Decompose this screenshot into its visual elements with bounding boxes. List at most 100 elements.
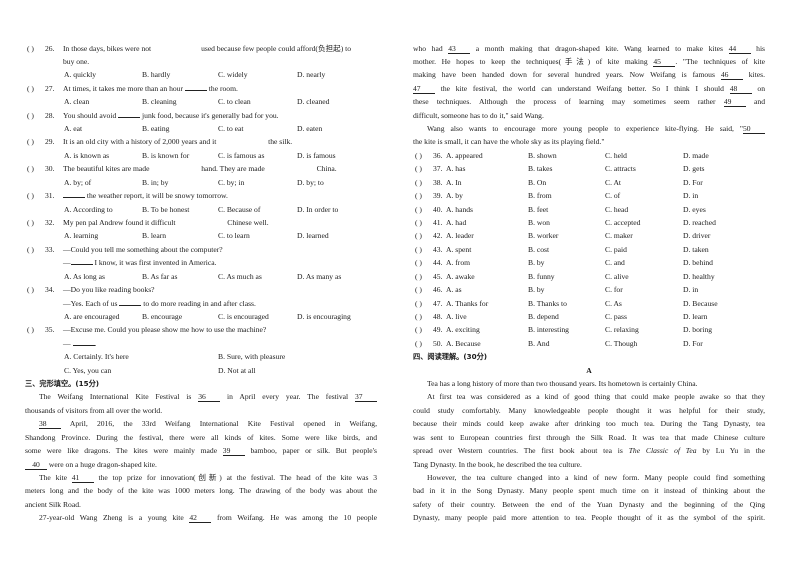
answer-blank[interactable]: 40 xyxy=(25,460,47,470)
answer-blank[interactable] xyxy=(70,264,93,266)
option-a[interactable]: A. In xyxy=(446,177,462,187)
answer-blank[interactable]: 37 xyxy=(355,392,377,403)
option-b[interactable]: B. is known for xyxy=(142,150,190,160)
option-c[interactable]: C. paid xyxy=(605,244,627,254)
option-a[interactable]: A. spent xyxy=(446,244,472,254)
answer-bracket[interactable]: ( ) xyxy=(415,150,422,160)
option-a[interactable]: A. hands xyxy=(446,204,473,214)
option-b[interactable]: B. shown xyxy=(528,150,557,160)
option-a[interactable]: A. clean xyxy=(64,97,90,107)
option-d[interactable]: D. in xyxy=(683,285,699,295)
answer-bracket[interactable]: ( ) xyxy=(27,325,34,335)
answer-bracket[interactable]: ( ) xyxy=(415,271,422,281)
answer-blank[interactable]: 42 xyxy=(189,513,212,524)
answer-bracket[interactable]: ( ) xyxy=(27,110,34,120)
option-a[interactable]: A. eat xyxy=(64,124,83,134)
answer-bracket[interactable]: ( ) xyxy=(415,285,422,295)
answer-bracket[interactable]: ( ) xyxy=(415,231,422,241)
answer-bracket[interactable]: ( ) xyxy=(415,191,422,201)
option-c[interactable]: C. Yes, you can xyxy=(64,365,112,375)
answer-bracket[interactable]: ( ) xyxy=(27,164,34,174)
option-a[interactable]: A. Certainly. It's here xyxy=(64,352,129,362)
option-d[interactable]: D. eyes xyxy=(683,204,706,214)
answer-bracket[interactable]: ( ) xyxy=(27,137,34,147)
option-a[interactable]: A. According to xyxy=(64,204,113,214)
option-b[interactable]: B. encourage xyxy=(142,311,183,321)
option-b[interactable]: B. by xyxy=(528,258,545,268)
option-d[interactable]: D. driver xyxy=(683,231,711,241)
option-a[interactable]: A. learning xyxy=(64,231,99,241)
option-b[interactable]: B. worker xyxy=(528,231,559,241)
option-d[interactable]: D. made xyxy=(683,150,709,160)
answer-bracket[interactable]: ( ) xyxy=(27,83,34,93)
option-c[interactable]: C. held xyxy=(605,150,627,160)
answer-bracket[interactable]: ( ) xyxy=(415,311,422,321)
option-a[interactable]: A. is known as xyxy=(64,150,110,160)
option-a[interactable]: A. live xyxy=(446,311,467,321)
answer-bracket[interactable]: ( ) xyxy=(415,244,422,254)
option-b[interactable]: B. by xyxy=(528,285,545,295)
option-a[interactable]: A. as xyxy=(446,285,462,295)
option-a[interactable]: A. are encouraged xyxy=(64,311,120,321)
option-a[interactable]: A. As long as xyxy=(64,271,105,281)
option-d[interactable]: D. is encouraging xyxy=(297,311,351,321)
answer-blank[interactable]: 44 xyxy=(728,44,751,54)
option-c[interactable]: C. is encouraged xyxy=(218,311,269,321)
option-c[interactable]: C. by; in xyxy=(218,177,245,187)
option-a[interactable]: A. appeared xyxy=(446,150,483,160)
option-a[interactable]: A. leader xyxy=(446,231,474,241)
option-a[interactable]: A. by xyxy=(446,191,463,201)
answer-bracket[interactable]: ( ) xyxy=(27,285,34,295)
answer-blank[interactable]: 41 xyxy=(71,473,94,483)
option-c[interactable]: C. attracts xyxy=(605,164,636,174)
option-b[interactable]: B. eating xyxy=(142,124,170,134)
option-a[interactable]: A. has xyxy=(446,164,466,174)
option-d[interactable]: D. in xyxy=(683,191,699,201)
option-b[interactable]: B. from xyxy=(528,191,552,201)
answer-blank[interactable] xyxy=(119,304,142,306)
answer-bracket[interactable]: ( ) xyxy=(415,298,422,308)
option-b[interactable]: B. As far as xyxy=(142,271,178,281)
answer-bracket[interactable]: ( ) xyxy=(27,191,34,201)
answer-bracket[interactable]: ( ) xyxy=(27,43,34,53)
option-b[interactable]: B. hardly xyxy=(142,70,171,80)
answer-bracket[interactable]: ( ) xyxy=(415,325,422,335)
answer-blank[interactable]: 45 xyxy=(653,57,676,67)
option-c[interactable]: C. pass xyxy=(605,311,627,321)
answer-blank[interactable] xyxy=(72,344,95,346)
option-b[interactable]: B. funny xyxy=(528,271,555,281)
option-b[interactable]: B. takes xyxy=(528,164,553,174)
option-c[interactable]: C. for xyxy=(605,285,623,295)
option-c[interactable]: C. to clean xyxy=(218,97,251,107)
option-b[interactable]: B. cost xyxy=(528,244,550,254)
option-c[interactable]: C. to eat xyxy=(218,124,244,134)
answer-bracket[interactable]: ( ) xyxy=(415,217,422,227)
option-d[interactable]: D. cleaned xyxy=(297,97,330,107)
option-c[interactable]: C. head xyxy=(605,204,629,214)
option-d[interactable]: D. healthy xyxy=(683,271,715,281)
option-d[interactable]: D. learned xyxy=(297,231,329,241)
option-a[interactable]: A. by; of xyxy=(64,177,92,187)
option-d[interactable]: D. taken xyxy=(683,244,709,254)
option-b[interactable]: B. feet xyxy=(528,204,549,214)
answer-blank[interactable]: 38 xyxy=(39,419,61,430)
answer-blank[interactable] xyxy=(63,197,85,199)
option-b[interactable]: B. Sure, with pleasure xyxy=(218,352,286,362)
option-c[interactable]: C. is famous as xyxy=(218,150,265,160)
option-d[interactable]: D. learn xyxy=(683,311,708,321)
option-c[interactable]: C. Though xyxy=(605,338,638,348)
answer-blank[interactable] xyxy=(184,89,207,91)
option-d[interactable]: D. behind xyxy=(683,258,713,268)
option-b[interactable]: B. cleaning xyxy=(142,97,177,107)
answer-blank[interactable]: 47 xyxy=(413,84,435,94)
option-b[interactable]: B. learn xyxy=(142,231,167,241)
option-d[interactable]: D. reached xyxy=(683,217,716,227)
option-b[interactable]: B. To be honest xyxy=(142,204,190,214)
answer-bracket[interactable]: ( ) xyxy=(415,164,422,174)
option-d[interactable]: D. For xyxy=(683,338,703,348)
answer-blank[interactable]: 39 xyxy=(222,446,245,457)
option-a[interactable]: A. exciting xyxy=(446,325,480,335)
answer-blank[interactable]: 48 xyxy=(729,84,752,94)
option-d[interactable]: D. gets xyxy=(683,164,705,174)
option-c[interactable]: C. As much as xyxy=(218,271,262,281)
